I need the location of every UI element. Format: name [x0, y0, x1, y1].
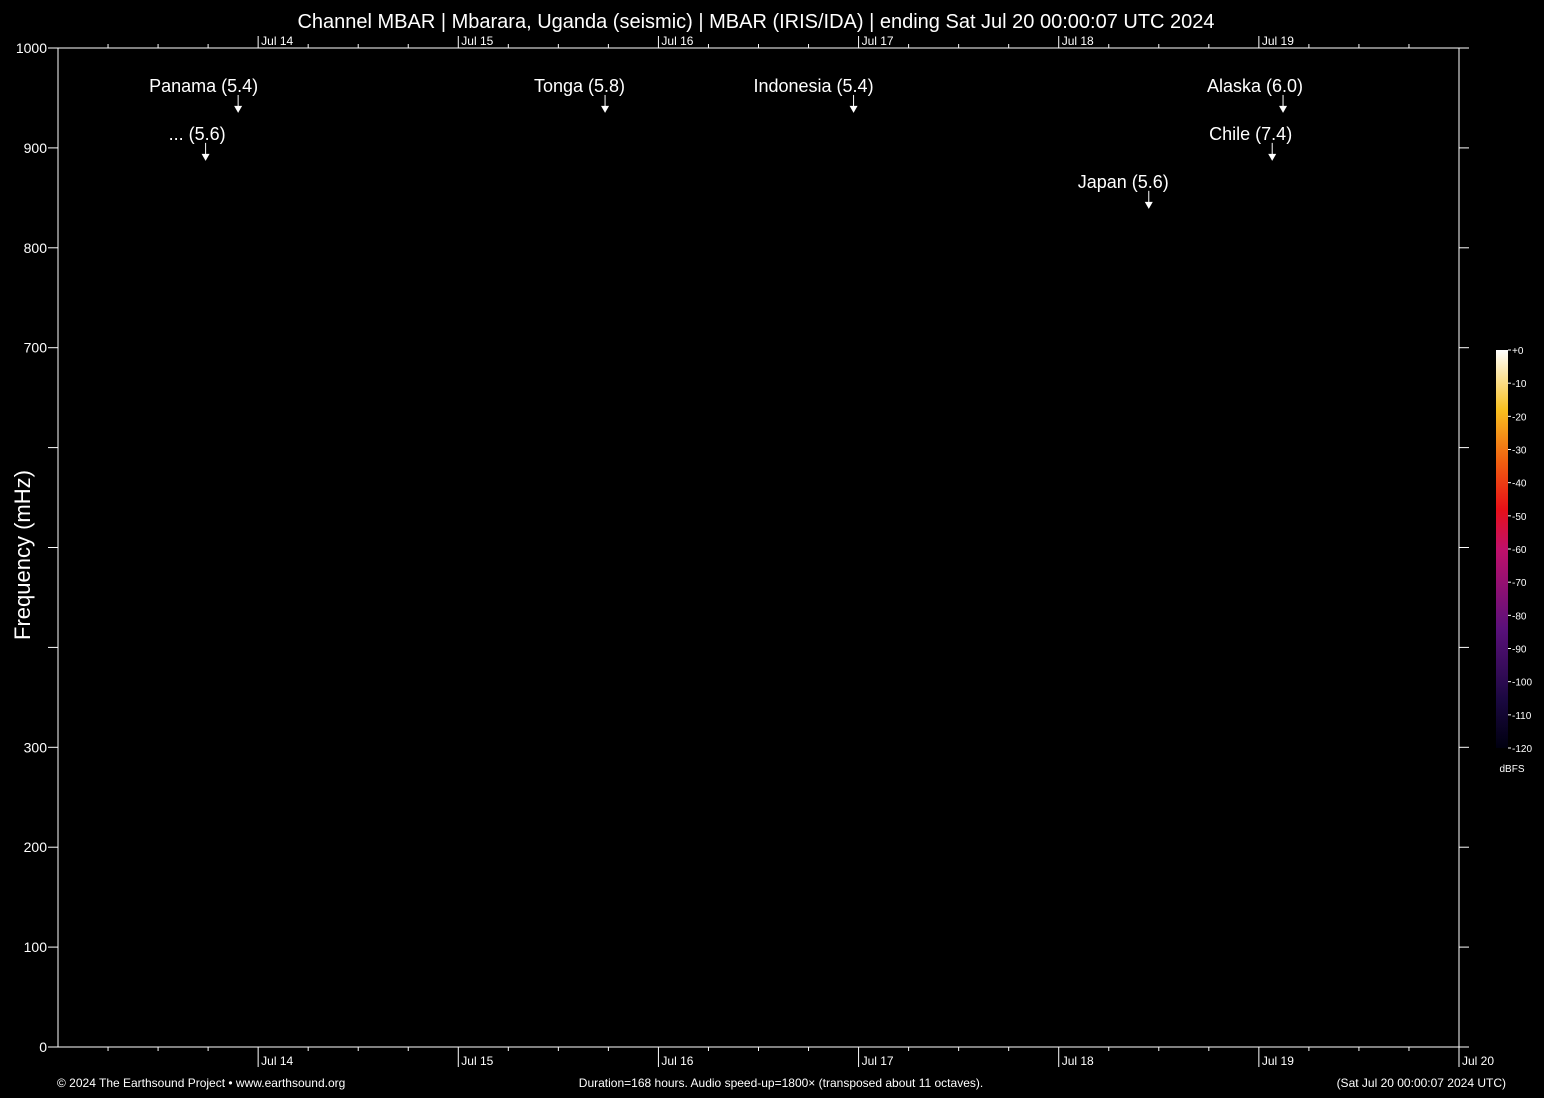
x-tick-label: Jul 15 [461, 1054, 493, 1068]
x-tick-label-top: Jul 17 [862, 34, 894, 48]
event-label: Indonesia (5.4) [753, 76, 873, 96]
colorbar-tick-label: -10 [1512, 379, 1527, 390]
y-tick-label: 900 [24, 140, 48, 156]
y-tick-label: 100 [24, 939, 48, 955]
y-tick-label: 800 [24, 240, 48, 256]
colorbar-tick-label: +0 [1512, 346, 1524, 357]
plot-frame [57, 47, 1460, 1048]
event-marker [1268, 153, 1277, 161]
x-tick-label: Jul 20 [1462, 1054, 1494, 1068]
x-tick-label: Jul 18 [1062, 1054, 1094, 1068]
colorbar-tick-label: -90 [1512, 645, 1527, 656]
event-label: ... (5.6) [169, 124, 226, 144]
colorbar-tick-label: -40 [1512, 479, 1527, 490]
footer-left: © 2024 The Earthsound Project • www.eart… [57, 1076, 345, 1090]
event-marker [849, 105, 858, 113]
footer-center: Duration=168 hours. Audio speed-up=1800×… [579, 1076, 983, 1090]
x-tick-label-top: Jul 14 [261, 34, 293, 48]
footer-right: (Sat Jul 20 00:00:07 2024 UTC) [1337, 1076, 1506, 1090]
event-label: Japan (5.6) [1078, 172, 1169, 192]
colorbar-tick-label: -70 [1512, 578, 1527, 589]
x-tick-label-top: Jul 16 [661, 34, 693, 48]
y-tick-label: 300 [24, 739, 48, 755]
x-tick-label-top: Jul 18 [1062, 34, 1094, 48]
event-marker [201, 153, 210, 161]
event-marker [601, 105, 610, 113]
chart-title: Channel MBAR | Mbarara, Uganda (seismic)… [297, 11, 1214, 33]
event-label: Panama (5.4) [149, 76, 258, 96]
event-label: Chile (7.4) [1209, 124, 1292, 144]
event-label: Alaska (6.0) [1207, 76, 1303, 96]
x-tick-label: Jul 19 [1262, 1054, 1294, 1068]
x-tick-label-top: Jul 15 [461, 34, 493, 48]
colorbar-tick-label: -120 [1512, 744, 1532, 755]
colorbar-tick-label: -50 [1512, 512, 1527, 523]
colorbar-tick-label: -30 [1512, 446, 1527, 457]
event-marker [1144, 201, 1153, 209]
y-tick-label: 200 [24, 839, 48, 855]
event-label: Tonga (5.8) [534, 76, 625, 96]
x-tick-label-top: Jul 19 [1262, 34, 1294, 48]
colorbar-tick-label: -100 [1512, 678, 1532, 689]
y-tick-label: 1000 [16, 40, 47, 56]
event-marker [234, 105, 243, 113]
x-tick-label: Jul 14 [261, 1054, 293, 1068]
y-axis-label: Frequency (mHz) [10, 470, 35, 640]
colorbar-tick-label: -110 [1512, 711, 1532, 722]
colorbar [1496, 350, 1508, 748]
y-tick-label: 0 [39, 1039, 47, 1055]
colorbar-tick-label: -80 [1512, 611, 1527, 622]
colorbar-unit: dBFS [1499, 764, 1524, 775]
colorbar-tick-label: -20 [1512, 412, 1527, 423]
y-tick-label: 700 [24, 340, 48, 356]
x-tick-label: Jul 17 [862, 1054, 894, 1068]
event-marker [1279, 105, 1288, 113]
x-tick-label: Jul 16 [661, 1054, 693, 1068]
colorbar-tick-label: -60 [1512, 545, 1527, 556]
